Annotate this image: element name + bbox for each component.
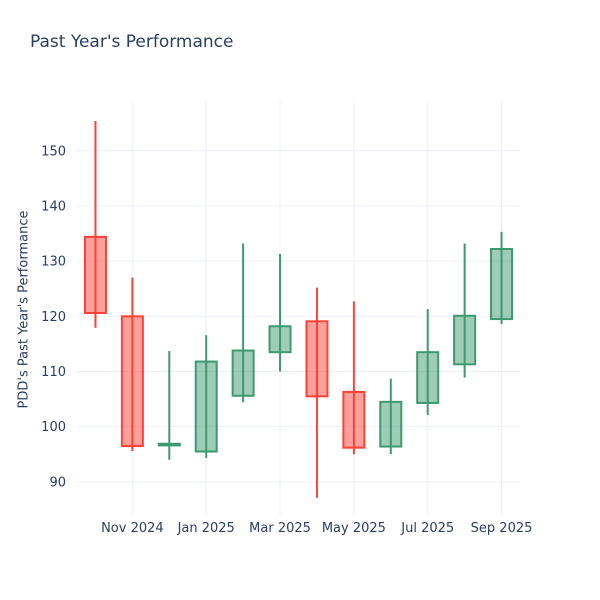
- candle-oct-2024[interactable]: [83, 120, 107, 328]
- x-tick-label: Mar 2025: [249, 521, 311, 536]
- candle-body: [490, 247, 514, 321]
- candle-body: [194, 360, 218, 453]
- candle-body: [83, 235, 107, 315]
- candle-jul-2025[interactable]: [416, 309, 440, 416]
- candle-body: [379, 400, 403, 448]
- candle-body: [416, 351, 440, 404]
- y-tick-label: 100: [41, 420, 66, 435]
- candle-dec-2024[interactable]: [157, 351, 181, 460]
- chart-title: Past Year's Performance: [30, 32, 234, 52]
- x-tick-label: May 2025: [322, 521, 386, 536]
- candle-jun-2025[interactable]: [379, 378, 403, 455]
- y-tick-label: 140: [41, 199, 66, 214]
- candle-jan-2025[interactable]: [194, 335, 218, 459]
- y-tick-label: 110: [41, 365, 66, 380]
- x-tick-label: Jul 2025: [400, 521, 454, 536]
- candle-sep-2025[interactable]: [490, 231, 514, 325]
- candle-may-2025[interactable]: [342, 301, 366, 455]
- candle-body: [305, 320, 329, 398]
- x-tick-label: Jan 2025: [177, 521, 235, 536]
- candle-body: [120, 315, 144, 447]
- y-tick-label: 130: [41, 255, 66, 270]
- candle-aug-2025[interactable]: [453, 243, 477, 378]
- candle-body: [157, 442, 181, 447]
- candle-body: [453, 314, 477, 366]
- x-tick-label: Sep 2025: [471, 521, 533, 536]
- candle-feb-2025[interactable]: [231, 243, 255, 403]
- y-tick-label: 90: [49, 475, 66, 490]
- plot-area[interactable]: [77, 100, 520, 510]
- candle-apr-2025[interactable]: [305, 287, 329, 498]
- candle-body: [231, 349, 255, 397]
- candle-mar-2025[interactable]: [268, 253, 292, 372]
- x-tick-label: Nov 2024: [101, 521, 164, 536]
- candle-nov-2024[interactable]: [120, 277, 144, 451]
- candle-body: [342, 390, 366, 449]
- candle-body: [268, 325, 292, 354]
- y-tick-label: 120: [41, 310, 66, 325]
- y-tick-label: 150: [41, 144, 66, 159]
